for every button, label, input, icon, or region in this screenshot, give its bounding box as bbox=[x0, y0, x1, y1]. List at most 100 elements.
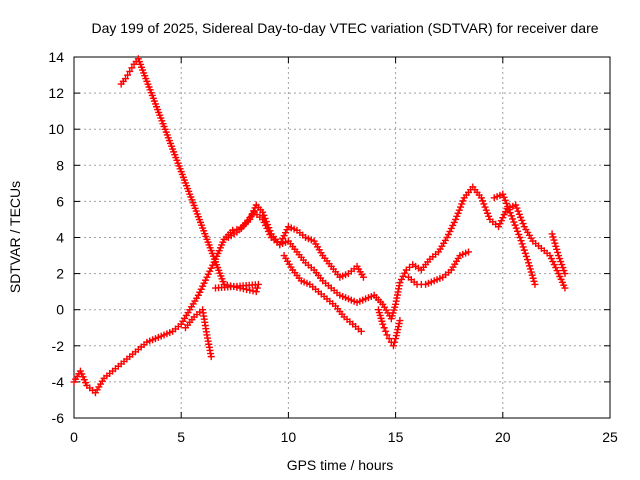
data-point-upper-branch bbox=[359, 273, 367, 281]
data-point-main-trend bbox=[482, 206, 490, 214]
data-point-main-trend bbox=[517, 213, 525, 221]
data-points bbox=[70, 55, 569, 397]
data-point-late-decline bbox=[530, 277, 538, 285]
y-tick-label: -2 bbox=[52, 338, 65, 354]
data-point-late-decline bbox=[504, 203, 512, 211]
data-point-dip-branch bbox=[391, 338, 399, 346]
x-tick-label: 20 bbox=[495, 429, 511, 445]
data-point-lower-branch bbox=[357, 327, 365, 335]
data-point-dip-branch bbox=[383, 331, 391, 339]
data-point-late-decline bbox=[500, 193, 508, 201]
data-point-late-decline bbox=[522, 252, 530, 260]
data-point-main-trend bbox=[459, 197, 467, 205]
data-point-dip-branch bbox=[380, 324, 388, 332]
data-point-late-decline bbox=[517, 237, 525, 245]
data-point-late-decline bbox=[525, 262, 533, 270]
data-point-night-cluster bbox=[548, 230, 556, 238]
data-point-main-trend bbox=[519, 220, 527, 228]
y-tick-label: 10 bbox=[48, 121, 64, 137]
data-point-main-trend bbox=[457, 203, 465, 211]
y-tick-label: 4 bbox=[56, 230, 64, 246]
data-point-late-decline bbox=[521, 249, 529, 257]
data-point-night-cluster bbox=[550, 236, 558, 244]
y-tick-label: -4 bbox=[52, 374, 65, 390]
data-point-late-decline bbox=[507, 212, 515, 220]
data-point-isolated-points bbox=[124, 71, 132, 79]
data-point-main-trend bbox=[481, 203, 489, 211]
data-point-main-trend bbox=[479, 197, 487, 205]
data-point-late-decline bbox=[511, 221, 519, 229]
data-point-main-trend bbox=[485, 212, 493, 220]
data-point-main-trend bbox=[515, 210, 523, 218]
y-tick-label: 0 bbox=[56, 302, 64, 318]
data-point-isolated-points bbox=[128, 64, 136, 72]
data-point-main-trend bbox=[229, 226, 237, 234]
data-point-main-trend bbox=[518, 216, 526, 224]
data-point-late-decline bbox=[501, 196, 509, 204]
data-point-main-trend bbox=[513, 204, 521, 212]
x-axis-label: GPS time / hours bbox=[287, 457, 394, 473]
data-point-late-decline bbox=[531, 280, 539, 288]
data-point-late-decline bbox=[514, 227, 522, 235]
data-point-late-decline bbox=[515, 230, 523, 238]
data-point-main-trend bbox=[512, 201, 520, 209]
data-point-main-trend bbox=[480, 200, 488, 208]
data-point-main-trend bbox=[396, 279, 404, 287]
x-tick-label: 0 bbox=[70, 429, 78, 445]
data-point-late-decline bbox=[505, 206, 513, 214]
data-point-dip-branch bbox=[389, 342, 397, 350]
data-point-night-cluster bbox=[551, 239, 559, 247]
data-point-late-decline bbox=[502, 199, 510, 207]
data-point-late-decline bbox=[512, 224, 520, 232]
data-point-main-trend bbox=[260, 211, 268, 219]
data-point-main-trend bbox=[561, 284, 569, 292]
y-tick-label: 2 bbox=[56, 266, 64, 282]
x-tick-label: 5 bbox=[177, 429, 185, 445]
data-point-late-decline bbox=[529, 274, 537, 282]
y-tick-label: 14 bbox=[48, 49, 64, 65]
data-point-main-trend bbox=[259, 208, 267, 216]
data-point-main-trend bbox=[399, 272, 407, 280]
chart-title: Day 199 of 2025, Sidereal Day-to-day VTE… bbox=[91, 20, 598, 36]
data-point-isolated-points bbox=[249, 287, 257, 295]
data-point-night-cluster bbox=[554, 248, 562, 256]
data-point-isolated-points bbox=[121, 75, 129, 83]
data-point-night-cluster bbox=[553, 245, 561, 253]
data-point-isolated-points bbox=[126, 67, 134, 75]
data-point-late-decline bbox=[516, 234, 524, 241]
data-point-late-decline bbox=[518, 240, 526, 248]
data-point-main-trend bbox=[514, 207, 522, 215]
y-axis-label: SDTVAR / TECUs bbox=[7, 181, 23, 293]
data-point-late-decline bbox=[509, 215, 517, 223]
axis-ticks: 0 5 10 15 20 25 -6 -4 -2 0 2 4 6 8 10 12 14 bbox=[48, 49, 618, 445]
y-tick-label: 8 bbox=[56, 157, 64, 173]
x-tick-label: 15 bbox=[388, 429, 404, 445]
data-point-main-trend bbox=[453, 212, 461, 220]
data-point-main-trend bbox=[401, 269, 409, 277]
data-point-isolated-points bbox=[252, 288, 260, 296]
data-point-midday-cluster bbox=[207, 353, 215, 361]
data-point-isolated-points bbox=[212, 284, 220, 292]
data-point-late-decline bbox=[520, 246, 528, 254]
data-point-late-decline bbox=[499, 190, 507, 198]
data-point-main-trend bbox=[455, 206, 463, 214]
x-tick-label: 25 bbox=[602, 429, 618, 445]
x-tick-label: 10 bbox=[281, 429, 297, 445]
data-point-night-cluster bbox=[549, 233, 557, 241]
data-point-late-decline bbox=[510, 218, 518, 226]
y-tick-label: 12 bbox=[48, 85, 64, 101]
data-point-evening-arc bbox=[464, 248, 472, 256]
data-point-late-decline bbox=[506, 209, 514, 217]
y-tick-label: 6 bbox=[56, 193, 64, 209]
data-point-main-trend bbox=[397, 275, 405, 283]
data-point-main-trend bbox=[477, 194, 485, 202]
data-point-main-trend bbox=[483, 209, 491, 217]
data-point-late-decline bbox=[528, 271, 536, 279]
data-point-late-decline bbox=[526, 265, 534, 273]
data-point-late-decline bbox=[527, 268, 535, 276]
data-point-late-decline bbox=[519, 243, 527, 251]
data-point-dip-branch bbox=[396, 317, 404, 325]
data-point-late-decline bbox=[525, 259, 533, 267]
data-point-night-cluster bbox=[552, 242, 560, 250]
